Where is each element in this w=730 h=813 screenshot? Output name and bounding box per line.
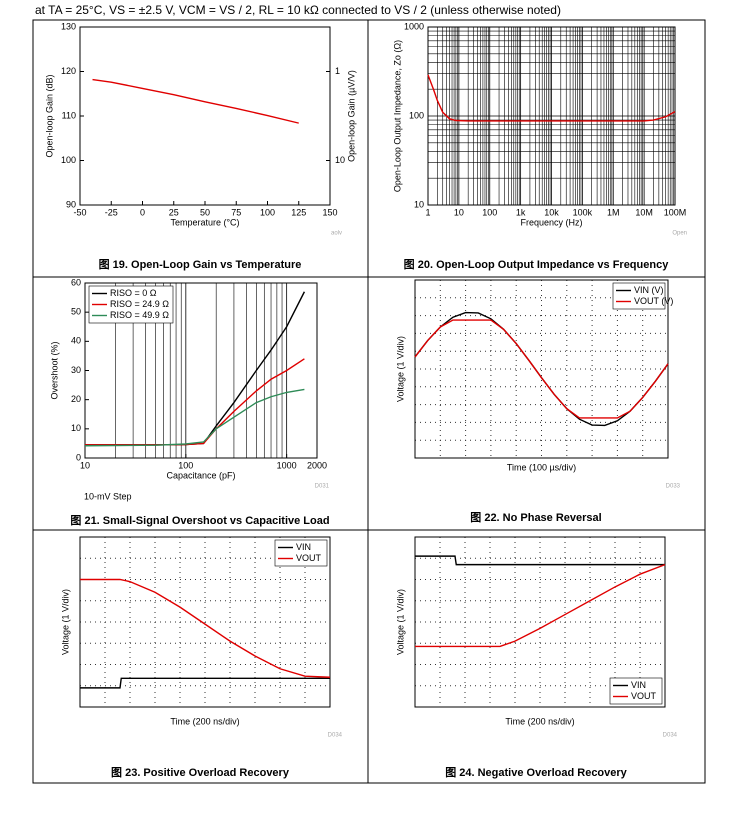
figure-caption: 图 24. Negative Overload Recovery: [445, 766, 627, 779]
series-line: [80, 677, 330, 689]
x-axis-label: Temperature (°C): [170, 217, 239, 227]
legend-label: VIN (V): [634, 285, 664, 295]
figure-id: D033: [666, 484, 681, 490]
x-tick-label: 100k: [573, 207, 593, 217]
series-line: [92, 78, 299, 124]
x-tick-label: 100M: [664, 207, 687, 217]
x-tick-label: 10k: [544, 207, 559, 217]
y2-tick-label: 10: [335, 155, 345, 165]
figure-id: D031: [315, 484, 330, 490]
legend-label: VOUT (V): [634, 296, 673, 306]
y-tick-label: 10: [71, 423, 81, 433]
x-tick-label: 100: [260, 207, 275, 217]
x-tick-label: 1k: [516, 207, 526, 217]
y-tick-label: 120: [61, 66, 76, 76]
x-tick-label: 100: [178, 460, 193, 470]
legend-label: RISO = 0 Ω: [110, 288, 157, 298]
y-tick-label: 1000: [404, 21, 424, 31]
x-tick-label: 0: [140, 207, 145, 217]
legend-label: VOUT: [296, 553, 322, 563]
x-tick-label: 150: [322, 207, 337, 217]
legend-box: [612, 282, 666, 310]
legend-label: RISO = 24.9 Ω: [110, 299, 169, 309]
figure-id: D034: [328, 733, 343, 739]
series-line: [415, 555, 665, 566]
y-tick-label: 60: [71, 277, 81, 287]
series-line: [80, 578, 331, 678]
y-tick-label: 100: [409, 110, 424, 120]
series-line: [85, 358, 305, 446]
series-line: [415, 563, 666, 648]
page-header: at TA = 25°C, VS = ±2.5 V, VCM = VS / 2,…: [35, 3, 561, 17]
y2-axis-label: Open-loop Gain (µV/V): [346, 70, 356, 162]
y-axis-label: Overshoot (%): [49, 341, 59, 399]
y-axis-label: Open-loop Gain (dB): [44, 74, 54, 157]
x-tick-label: 10M: [635, 207, 653, 217]
plot-frame: [414, 279, 669, 459]
figure-caption: 图 22. No Phase Reversal: [470, 511, 601, 524]
y-tick-label: 50: [71, 307, 81, 317]
plot-frame: [414, 536, 666, 708]
y-axis-label: Voltage (1 V/div): [60, 589, 70, 655]
y-tick-label: 110: [62, 110, 76, 120]
figure-id: D034: [663, 733, 678, 739]
legend-label: VIN: [631, 680, 646, 690]
x-tick-label: 1000: [277, 460, 297, 470]
figure-caption: 图 19. Open-Loop Gain vs Temperature: [99, 258, 302, 271]
x-tick-label: -25: [105, 207, 118, 217]
y-axis-label: Voltage (1 V/div): [395, 589, 405, 655]
x-axis-label: Time (200 ns/div): [505, 716, 574, 726]
x-tick-label: 10: [80, 460, 90, 470]
y-tick-label: 10: [414, 199, 424, 209]
x-tick-label: -50: [73, 207, 86, 217]
x-axis-label: Time (200 ns/div): [170, 716, 239, 726]
x-tick-label: 75: [231, 207, 241, 217]
plot-frame: [79, 536, 331, 708]
x-tick-label: 2000: [307, 460, 327, 470]
x-tick-label: 10: [454, 207, 464, 217]
x-tick-label: 50: [200, 207, 210, 217]
legend-label: VOUT: [631, 691, 657, 701]
y-tick-label: 20: [71, 394, 81, 404]
table-border: [32, 19, 706, 784]
y-tick-label: 40: [71, 336, 81, 346]
figure-id: Open: [672, 231, 687, 237]
series-line: [414, 319, 669, 419]
figure-caption: 图 20. Open-Loop Output Impedance vs Freq…: [404, 258, 670, 271]
y-tick-label: 30: [71, 365, 81, 375]
figure-caption: 图 23. Positive Overload Recovery: [111, 766, 290, 779]
x-axis-label: Time (100 µs/div): [507, 462, 576, 472]
x-tick-label: 1M: [607, 207, 620, 217]
series-line: [427, 74, 676, 122]
x-axis-label: Frequency (Hz): [520, 217, 582, 227]
x-tick-label: 1: [425, 207, 430, 217]
y-tick-label: 100: [61, 155, 76, 165]
legend-label: VIN: [296, 542, 311, 552]
x-tick-label: 25: [169, 207, 179, 217]
plot-frame: [427, 26, 676, 206]
legend-box: [274, 539, 328, 567]
legend-label: RISO = 49.9 Ω: [110, 310, 169, 320]
x-tick-label: 125: [291, 207, 306, 217]
y-tick-label: 0: [76, 452, 81, 462]
y-tick-label: 90: [66, 199, 76, 209]
y-tick-label: 130: [61, 21, 76, 31]
y-axis-label: Voltage (1 V/div): [395, 336, 405, 402]
x-tick-label: 100: [482, 207, 497, 217]
figure-id: aolv: [331, 231, 342, 237]
plot-frame: [84, 282, 318, 459]
legend-box: [609, 677, 663, 705]
series-line: [84, 388, 305, 447]
x-axis-label: Capacitance (pF): [166, 470, 235, 480]
annotation: 10-mV Step: [84, 491, 132, 501]
y-axis-label: Open-Loop Output Impedance, Zo (Ω): [392, 40, 402, 192]
figure-caption: 图 21. Small-Signal Overshoot vs Capaciti…: [70, 514, 329, 527]
plot-frame: [79, 26, 331, 206]
y2-tick-label: 1: [335, 66, 340, 76]
